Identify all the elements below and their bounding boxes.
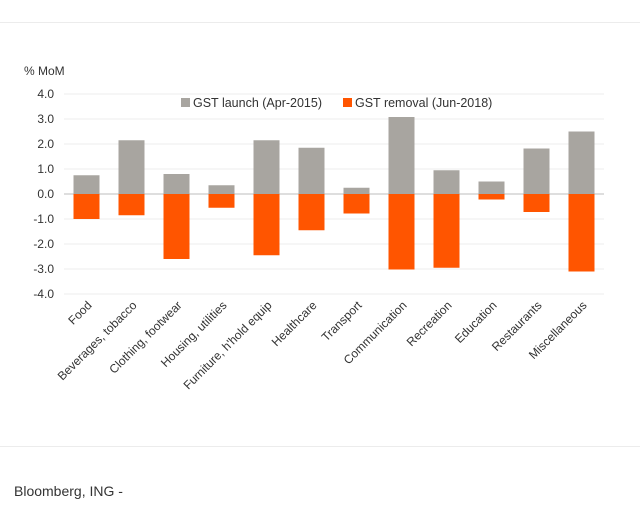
x-tick-label: Recreation: [404, 298, 455, 349]
y-tick-label: 2.0: [37, 137, 54, 151]
bar: [298, 147, 325, 194]
bar: [388, 117, 415, 194]
bar: [568, 131, 595, 194]
legend-swatch: [343, 98, 352, 107]
bar: [118, 194, 145, 216]
bar: [523, 148, 550, 194]
bar: [523, 194, 550, 212]
bar: [208, 185, 235, 194]
y-tick-label: 1.0: [37, 162, 54, 176]
bar: [73, 175, 100, 194]
bar: [163, 194, 190, 259]
y-tick-label: -4.0: [33, 287, 54, 301]
bar: [253, 194, 280, 256]
y-tick-label: -2.0: [33, 237, 54, 251]
x-tick-label: Furniture, h'hold equip: [181, 298, 275, 392]
bar: [253, 140, 280, 194]
x-tick-label: Beverages, tobacco: [55, 298, 140, 383]
x-tick-label: Healthcare: [269, 298, 320, 349]
bar: [208, 194, 235, 208]
y-tick-label: 3.0: [37, 112, 54, 126]
legend-label: GST launch (Apr-2015): [193, 96, 322, 110]
y-tick-label: 0.0: [37, 187, 54, 201]
bar: [298, 194, 325, 231]
bar: [433, 194, 460, 268]
top-divider: [0, 22, 640, 23]
legend: GST launch (Apr-2015) GST removal (Jun-20…: [181, 96, 492, 110]
x-tick-label: Food: [65, 298, 94, 327]
bar: [163, 174, 190, 194]
y-tick-label: -3.0: [33, 262, 54, 276]
bar: [568, 194, 595, 272]
bar: [73, 194, 100, 219]
bar: [343, 194, 370, 214]
bar: [478, 181, 505, 194]
bars: [73, 117, 595, 272]
bar: [388, 194, 415, 270]
bar: [433, 170, 460, 194]
y-tick-label: 4.0: [37, 87, 54, 101]
y-axis-ticks: 4.0 3.0 2.0 1.0 0.0 -1.0 -2.0 -3.0 -4.0: [33, 87, 54, 301]
y-axis-label: % MoM: [24, 64, 65, 78]
x-tick-label: Transport: [319, 298, 365, 344]
bar: [478, 194, 505, 200]
bottom-divider: [0, 446, 640, 447]
bar: [118, 140, 145, 194]
bar-chart: % MoM 4.0 3.0 2.0 1.0 0.0 -1.0 -2.0 -3.0 -4.0 Fo…: [24, 64, 604, 393]
legend-swatch: [181, 98, 190, 107]
legend-label: GST removal (Jun-2018): [355, 96, 492, 110]
bar: [343, 187, 370, 194]
y-tick-label: -1.0: [33, 212, 54, 226]
x-tick-label: Education: [452, 298, 500, 346]
source-note: Bloomberg, ING -: [14, 483, 123, 499]
gridlines: [64, 93, 604, 295]
